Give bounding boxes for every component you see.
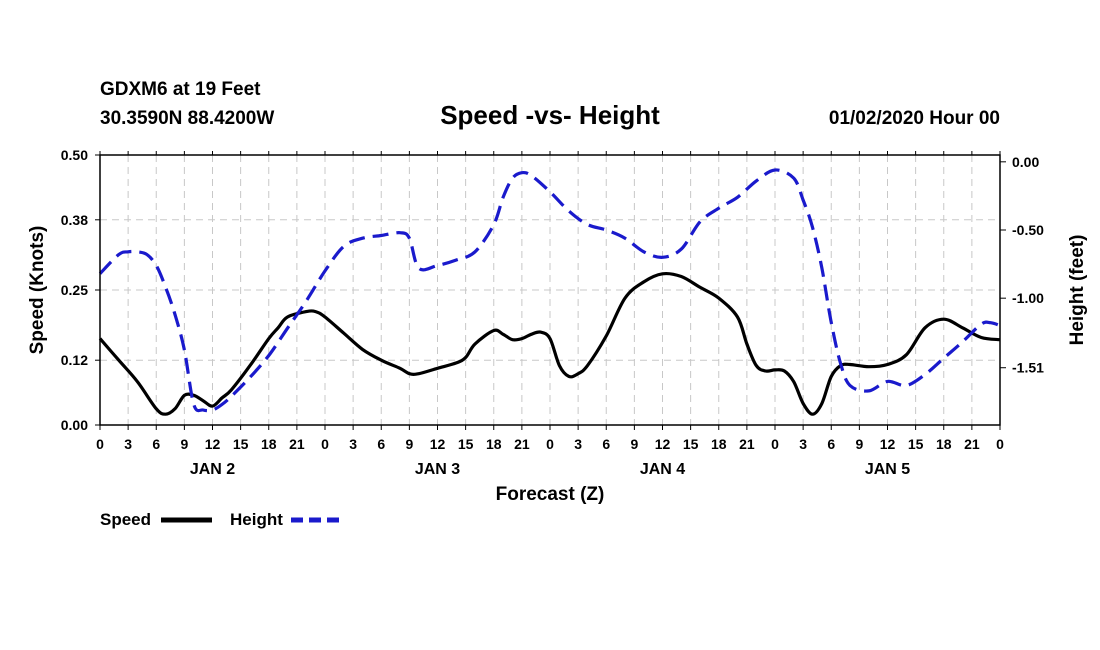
- x-tick-label: 18: [261, 436, 277, 452]
- x-tick-label: 3: [574, 436, 582, 452]
- x-tick-label: 9: [405, 436, 413, 452]
- x-tick-label: 15: [233, 436, 249, 452]
- y2-axis-title: Height (feet): [1067, 235, 1088, 346]
- x-tick-label: 21: [514, 436, 530, 452]
- legend: Speed Height: [100, 510, 342, 529]
- day-label: JAN 4: [640, 461, 685, 478]
- x-tick-label: 0: [96, 436, 104, 452]
- speed-series-line: [98, 271, 1001, 416]
- day-label: JAN 5: [865, 461, 910, 478]
- x-tick-label: 12: [880, 436, 896, 452]
- x-tick-label: 21: [289, 436, 305, 452]
- y-tick-label: 0.38: [61, 212, 88, 228]
- x-tick-label: 15: [908, 436, 924, 452]
- chart-title: Speed -vs- Height: [440, 100, 660, 130]
- y-tick-label: 0.25: [61, 282, 88, 298]
- x-tick-label: 18: [936, 436, 952, 452]
- x-tick-label: 21: [964, 436, 980, 452]
- legend-speed-label: Speed: [100, 510, 151, 529]
- day-label: JAN 3: [415, 461, 460, 478]
- y-tick-label: 0.50: [61, 147, 88, 163]
- x-tick-label: 6: [152, 436, 160, 452]
- x-tick-label: 0: [546, 436, 554, 452]
- tick-layer: 0 3 6 9 12 15 18 21 0 3 6 9 12 15 18 21 0 3 6 9 12 15 18 21 0 3 6 9…: [61, 147, 1044, 478]
- station-coords: 30.3590N 88.4200W: [100, 108, 274, 129]
- x-tick-label: 18: [486, 436, 502, 452]
- y2-tick-label: -1.51: [1012, 360, 1044, 376]
- x-tick-label: 0: [996, 436, 1004, 452]
- y2-tick-label: -0.50: [1012, 222, 1044, 238]
- y2-tick-label: -1.00: [1012, 290, 1044, 306]
- x-tick-label: 9: [630, 436, 638, 452]
- x-tick-label: 9: [180, 436, 188, 452]
- x-tick-label: 18: [711, 436, 727, 452]
- x-tick-label: 6: [377, 436, 385, 452]
- x-tick-label: 12: [655, 436, 671, 452]
- x-axis-title: Forecast (Z): [496, 484, 605, 505]
- x-tick-label: 21: [739, 436, 755, 452]
- y2-tick-label: 0.00: [1012, 154, 1039, 170]
- x-tick-label: 0: [771, 436, 779, 452]
- y-tick-label: 0.00: [61, 417, 88, 433]
- forecast-date: 01/02/2020 Hour 00: [829, 108, 1000, 129]
- y-axis-title: Speed (Knots): [27, 226, 48, 355]
- grid: [100, 155, 1000, 425]
- day-label: JAN 2: [190, 461, 235, 478]
- x-tick-label: 3: [799, 436, 807, 452]
- station-label: GDXM6 at 19 Feet: [100, 79, 261, 100]
- x-tick-label: 12: [430, 436, 446, 452]
- series-layer: [98, 168, 1001, 416]
- height-series-line: [98, 168, 1001, 413]
- x-tick-label: 6: [827, 436, 835, 452]
- x-tick-label: 15: [458, 436, 474, 452]
- x-tick-label: 15: [683, 436, 699, 452]
- x-tick-label: 3: [349, 436, 357, 452]
- x-tick-label: 9: [855, 436, 863, 452]
- x-tick-label: 3: [124, 436, 132, 452]
- y-tick-label: 0.12: [61, 352, 88, 368]
- x-tick-label: 6: [602, 436, 610, 452]
- x-tick-label: 12: [205, 436, 221, 452]
- x-tick-label: 0: [321, 436, 329, 452]
- legend-height-label: Height: [230, 510, 283, 529]
